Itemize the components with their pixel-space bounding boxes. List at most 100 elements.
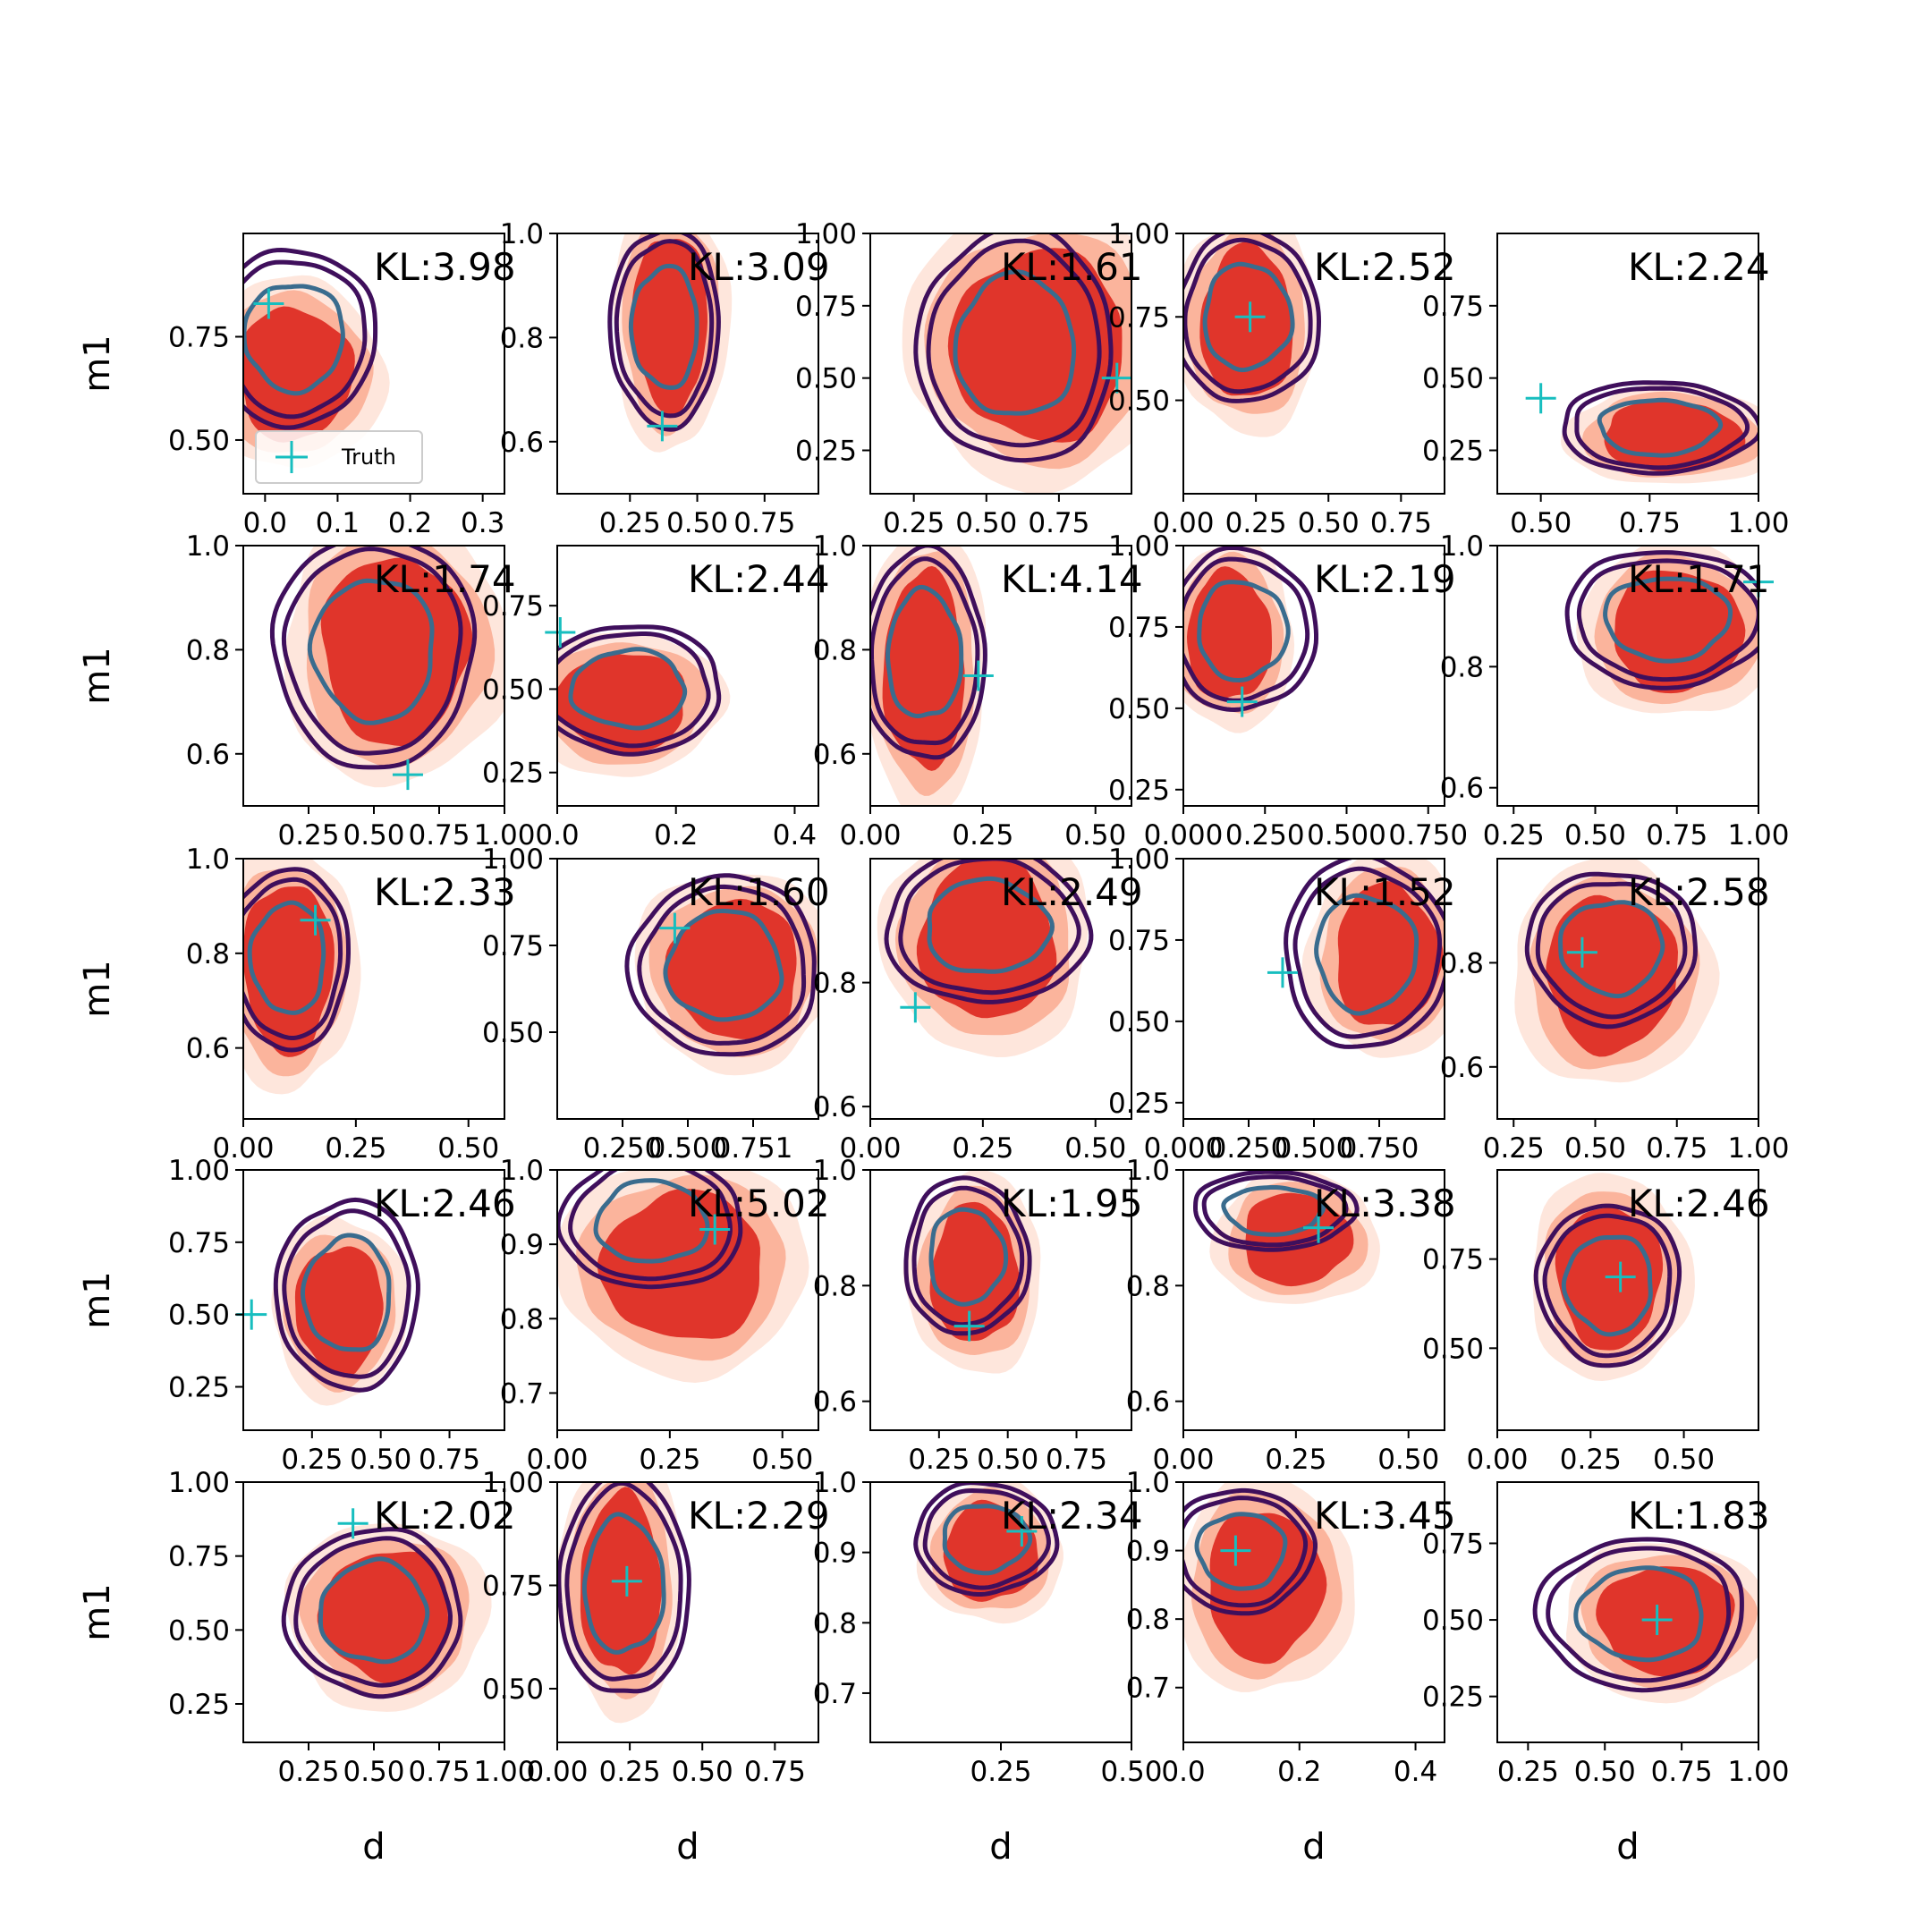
truth-marker [1605,1261,1636,1292]
kl-annotation: KL:1.52 [1314,870,1456,914]
contour-middle [568,1170,733,1282]
x-tick-label: 0.25 [639,1444,700,1476]
truth-marker [962,660,994,691]
contour-middle [1183,556,1310,703]
x-tick-label: 1.00 [1727,1756,1789,1788]
x-tick-label: 0.50 [1064,1132,1126,1165]
subplot: KL:2.46 0.00 0.25 0.50 0.50 0.75 [1422,1169,1770,1476]
axes-frame [1496,233,1759,495]
x-tick-label: 0.50 [1377,1444,1439,1476]
x-tick-label: 0.000 [1144,1132,1224,1165]
contour-inner [1603,576,1733,664]
x-tick-label: 0.4 [773,819,817,852]
x-tick-label: 0.75 [419,1444,480,1476]
truth-marker [699,1214,731,1245]
x-tick-label: 0.25 [1225,507,1287,539]
y-tick-label: 1.0 [1440,530,1484,563]
contour-inner [243,284,345,396]
density-region-inner [882,565,965,771]
x-tick-label: 0.75 [1651,1756,1713,1788]
x-tick-label: 0.50 [672,1756,733,1788]
x-tick-label: 0.00 [839,819,901,852]
contour-inner [568,647,688,731]
contour-inner [663,909,784,1022]
y-tick-label: 0.75 [1108,612,1170,644]
y-tick-label: 0.50 [168,425,230,457]
x-tick-label: 0.75 [1646,1132,1707,1165]
density-region-inner [1337,881,1444,1025]
contour-outer [1193,1170,1360,1252]
contour-middle [1201,1174,1349,1248]
axes-frame [1496,858,1759,1120]
y-tick-label: 0.50 [482,1674,544,1706]
x-tick-label: 1.00 [473,1756,535,1788]
density-region-inner [947,248,1123,443]
x-tick-label: 0.50 [955,507,1017,539]
y-tick-label: 0.8 [813,968,857,1000]
density-region-inner [929,1201,1020,1342]
y-tick-label: 0.6 [186,739,230,771]
y-tick-label: 1.00 [1108,530,1170,563]
x-tick-label: 0.25 [599,507,661,539]
x-tick-label: 0.0 [1161,1756,1205,1788]
truth-marker [659,912,691,944]
x-tick-label: 0.25 [277,819,339,852]
contour-outer [243,247,378,430]
y-tick-label: 1.00 [482,843,544,876]
y-tick-label: 1.0 [500,218,544,250]
contour-outer [1183,546,1318,713]
y-tick-label: 0.6 [813,739,857,771]
y-tick-label: 0.50 [1422,1333,1484,1365]
contour-outer [607,233,721,432]
x-tick-label: 1.00 [1727,819,1789,852]
y-tick-label: 0.8 [1126,1604,1170,1636]
x-tick-label: 0.50 [1100,1756,1162,1788]
contour-middle [1535,881,1688,1020]
density-plot [557,624,731,777]
contour-inner [927,876,1055,974]
contour-middle [1542,1213,1673,1359]
truth-marker [647,411,678,442]
y-tick-label: 0.6 [186,1033,230,1065]
contour-inner [942,1504,1033,1576]
density-plot [557,1170,809,1383]
subplot: KL:2.49 0.00 0.25 0.50 0.6 0.8 [813,858,1143,1165]
x-tick-label: 0.50 [1574,1756,1636,1788]
y-tick-label: 0.8 [500,1303,544,1335]
contour-outer [1564,550,1758,691]
contour-inner [953,269,1077,416]
legend-box [255,430,423,484]
truth-marker [253,288,284,319]
density-plot [281,1522,492,1712]
x-tick-label: 0.00 [839,1132,901,1165]
contour-outer [1284,859,1445,1049]
contour-middle [557,631,711,749]
y-tick-label: 0.6 [500,427,544,459]
y-axis-title: m1 [77,335,118,392]
axes-frame [556,1481,819,1743]
x-tick-label: 0.00 [1152,507,1214,539]
y-tick-label: 0.75 [168,1541,230,1573]
contour-middle [614,239,715,419]
y-tick-label: 0.7 [500,1377,544,1410]
y-tick-label: 1.0 [813,1155,857,1187]
x-tick-label: 0.25 [1483,819,1545,852]
axes-frame [869,233,1132,495]
x-tick-label: 0.50 [1564,819,1626,852]
x-tick-label: 0.00 [526,1444,588,1476]
contour-inner [1314,893,1419,1016]
density-plot [624,873,818,1076]
y-tick-label: 0.25 [1422,1682,1484,1714]
x-tick-label: 0.00 [212,1132,274,1165]
y-tick-label: 0.8 [186,938,230,970]
kl-annotation: KL:3.09 [688,245,830,289]
y-tick-label: 1.0 [500,1155,544,1187]
y-tick-label: 0.6 [1126,1386,1170,1419]
kl-annotation: KL:3.45 [1314,1494,1456,1538]
density-plot [1564,546,1758,714]
y-tick-label: 1.00 [1108,218,1170,250]
density-region-inner [320,557,473,747]
contour-inner [1197,580,1291,683]
